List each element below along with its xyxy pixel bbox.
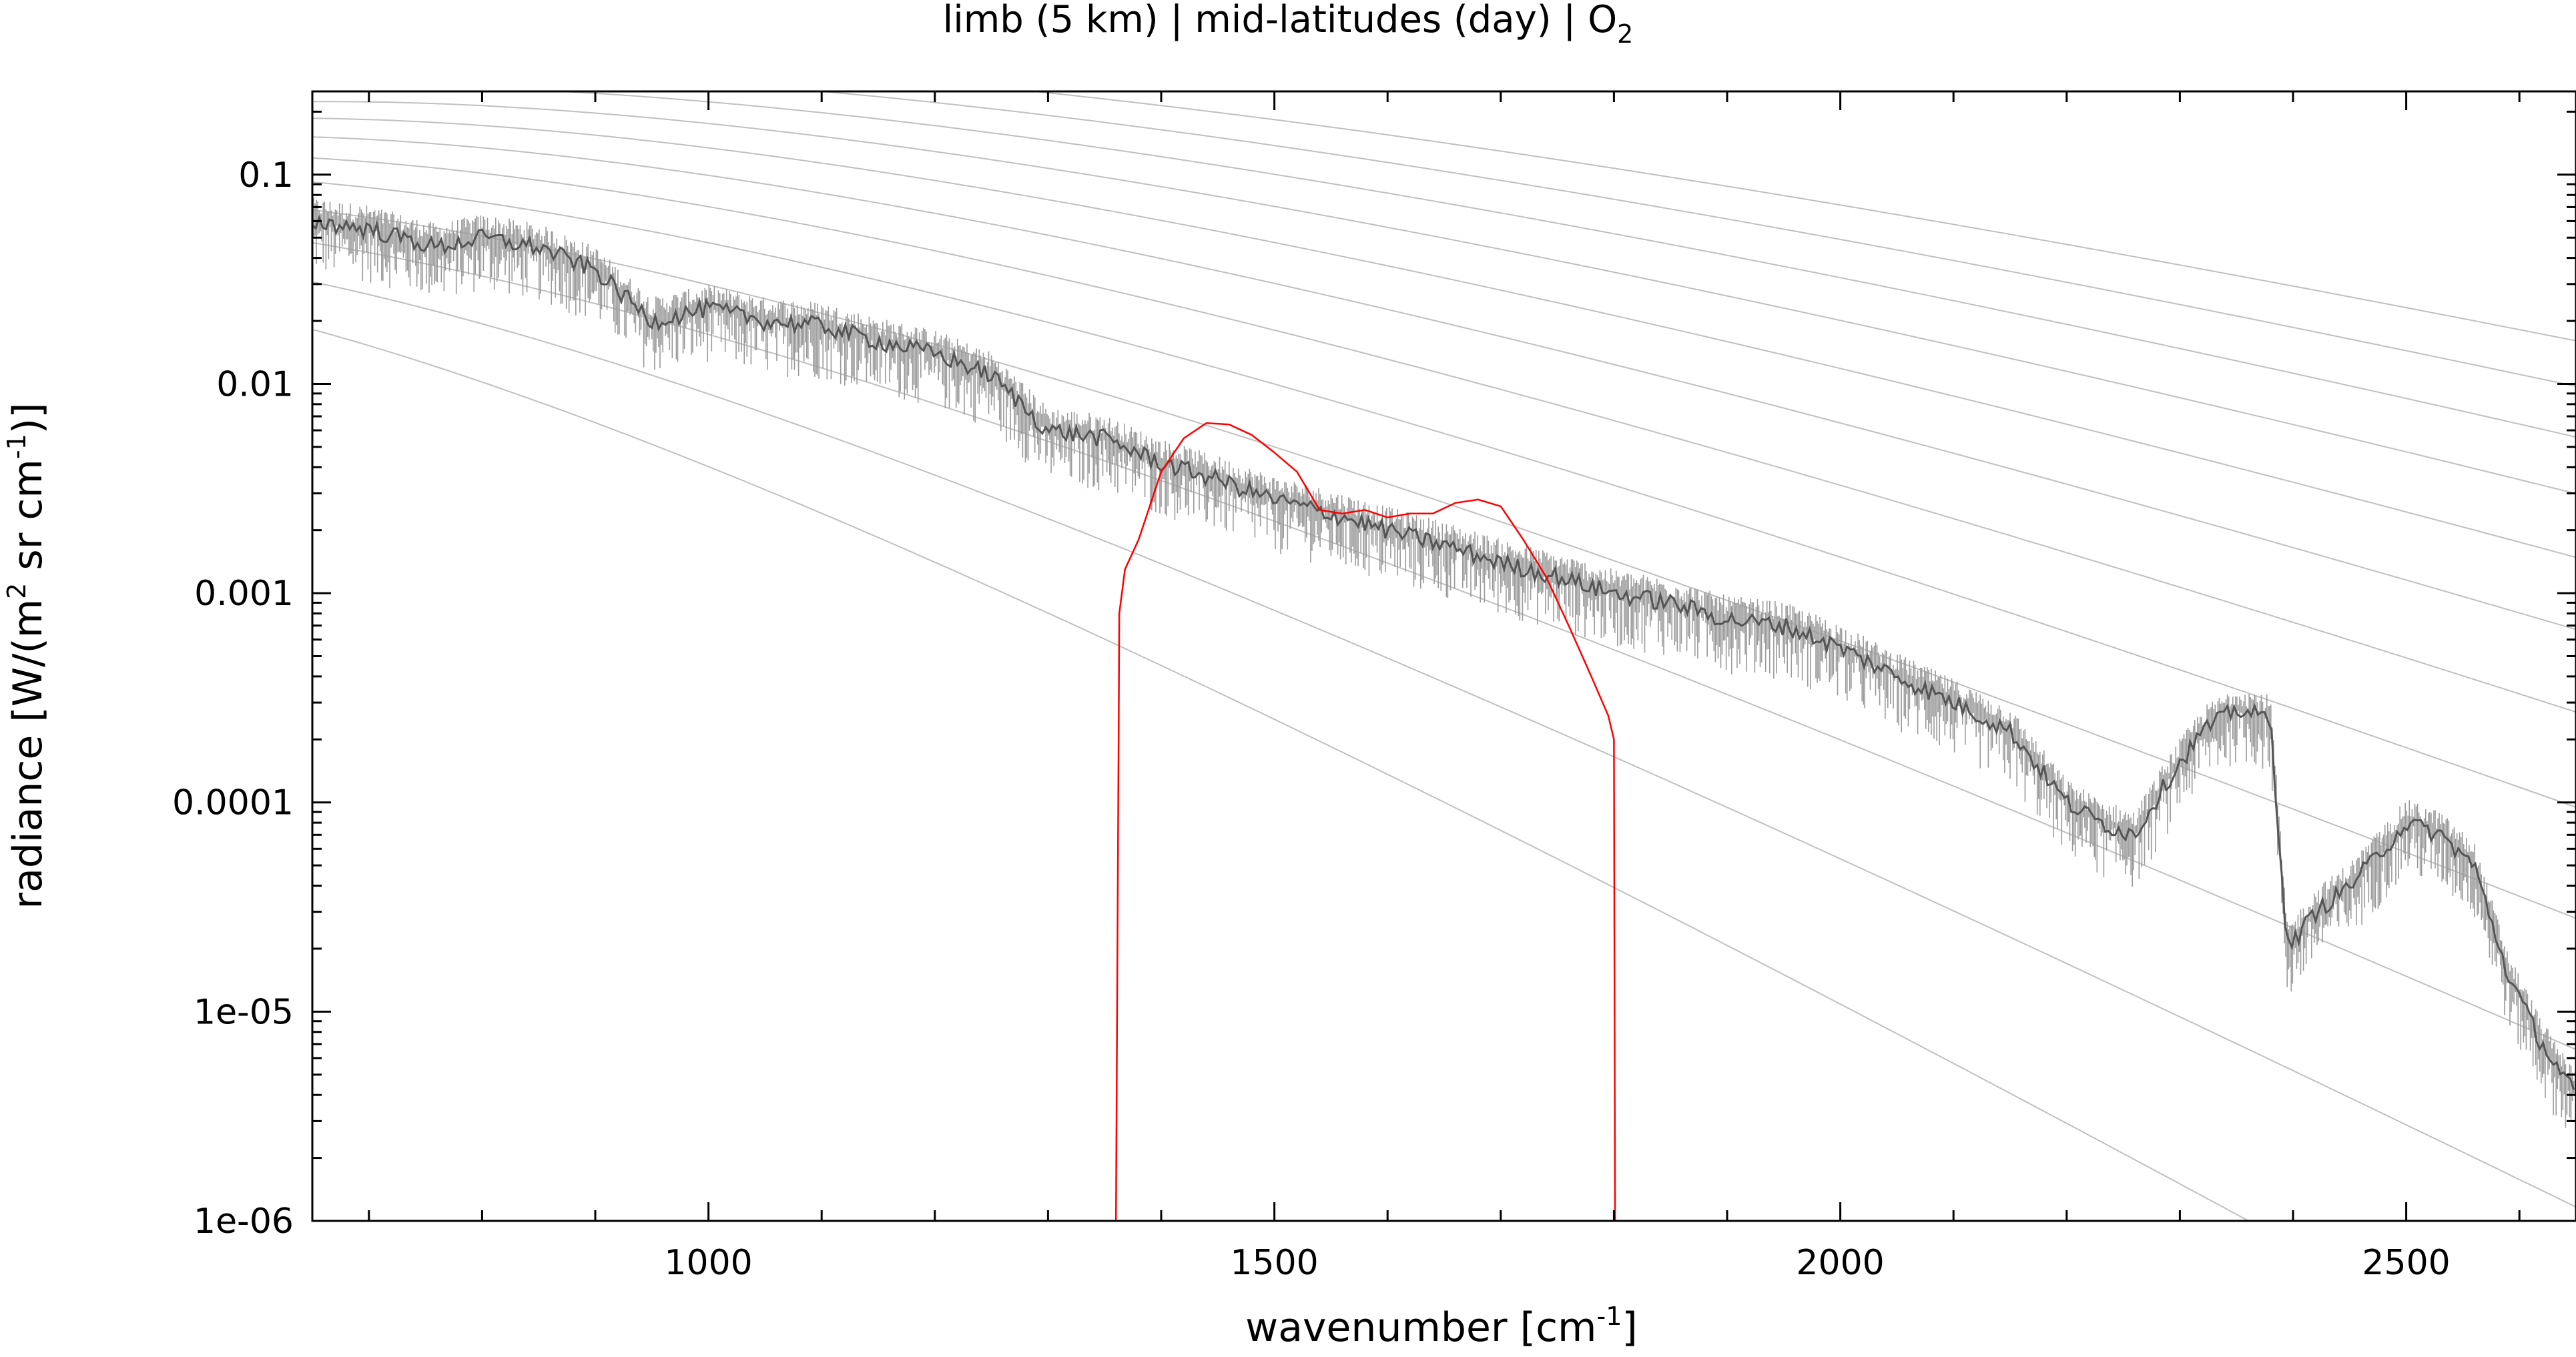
- chart-title-main: limb (5 km) | mid-latitudes (day) | O: [943, 0, 1618, 41]
- y-tick-label-1: 0.01: [216, 364, 294, 404]
- y-axis-label-middle: sr cm: [5, 459, 51, 583]
- planck-curve-220K: [312, 242, 2576, 1051]
- planck-curve-260K: [312, 181, 2576, 808]
- x-axis-label-main: wavenumber [cm: [1245, 1304, 1596, 1351]
- y-tick-label-0: 0.1: [238, 155, 294, 195]
- y-axis-label-sup1: 2: [2, 583, 31, 599]
- planck-curve-180K: [312, 328, 2250, 1221]
- planck-curve-200K: [312, 281, 2576, 1208]
- spectrum-line: [312, 214, 2575, 1090]
- planck-curve-300K: [312, 136, 2576, 630]
- filter-line: [1114, 422, 1616, 1221]
- plot-frame: [311, 90, 2576, 1222]
- x-tick-label-2000: 2000: [1796, 1243, 1884, 1283]
- x-axis-label: wavenumber [cm-1]: [1245, 1302, 1638, 1351]
- y-axis-label-sup2: -1: [2, 434, 31, 459]
- x-tick-label-1000: 1000: [664, 1243, 752, 1283]
- x-ticks: 1000 1500 2000 2500: [368, 91, 2521, 1283]
- y-axis-label: radiance [W/(m2 sr cm-1)]: [2, 402, 51, 909]
- planck-curve-340K: [312, 101, 2576, 494]
- x-tick-label-1500: 1500: [1230, 1243, 1318, 1283]
- y-tick-label-2: 0.001: [194, 574, 294, 614]
- planck-curve-320K: [312, 117, 2576, 558]
- x-axis-label-superscript: -1: [1597, 1302, 1622, 1331]
- x-tick-label-2500: 2500: [2362, 1243, 2450, 1283]
- planck-curve-240K: [312, 209, 2576, 919]
- planck-curve-380K: [814, 91, 2576, 388]
- y-tick-label-3: 0.0001: [172, 783, 294, 823]
- y-ticks: 0.1 0.01 0.001 0.0001 1e-05 1e-06: [172, 110, 2576, 1242]
- chart-title: limb (5 km) | mid-latitudes (day) | O2: [943, 0, 1634, 49]
- spectrum-lines: [312, 197, 2576, 1128]
- planck-curves: [312, 91, 2576, 1221]
- planck-curve-360K: [549, 91, 2576, 438]
- x-axis-label-suffix: ]: [1622, 1304, 1637, 1351]
- spectrum-absorption-lines: [312, 197, 2576, 1128]
- planck-curve-280K: [312, 157, 2576, 713]
- y-tick-label-5: 1e-06: [194, 1202, 294, 1242]
- planck-curve-400K: [1028, 91, 2576, 342]
- y-tick-label-4: 1e-05: [194, 992, 294, 1032]
- y-axis-label-suffix: )]: [5, 402, 51, 434]
- y-axis-label-main: radiance [W/(m: [5, 599, 51, 909]
- filter-lines: [1114, 422, 1616, 1221]
- chart-title-subscript: 2: [1617, 19, 1633, 49]
